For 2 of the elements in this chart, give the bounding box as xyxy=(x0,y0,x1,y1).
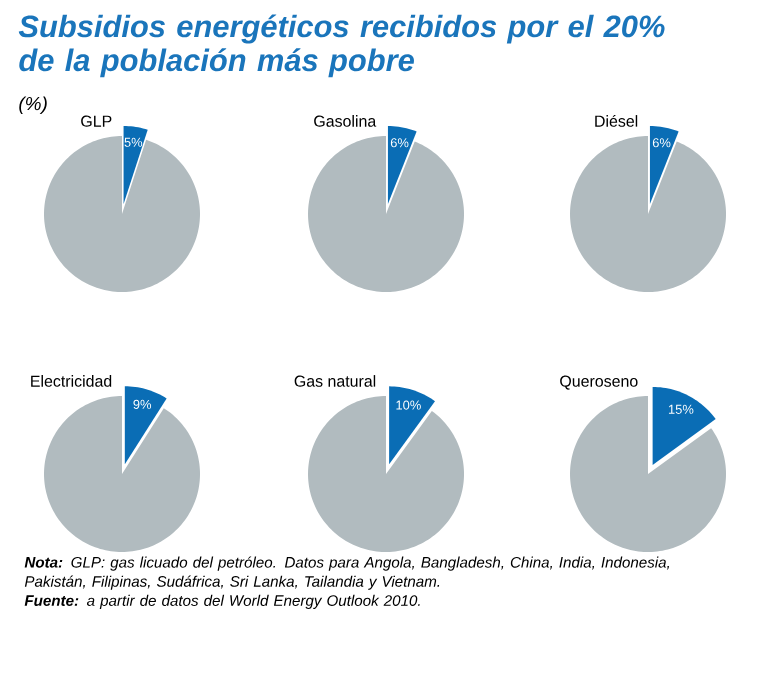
text: (%) xyxy=(19,96,47,115)
text: Subsidios energéticos recibidos por el 20% de la población más pobre xyxy=(18,14,665,78)
